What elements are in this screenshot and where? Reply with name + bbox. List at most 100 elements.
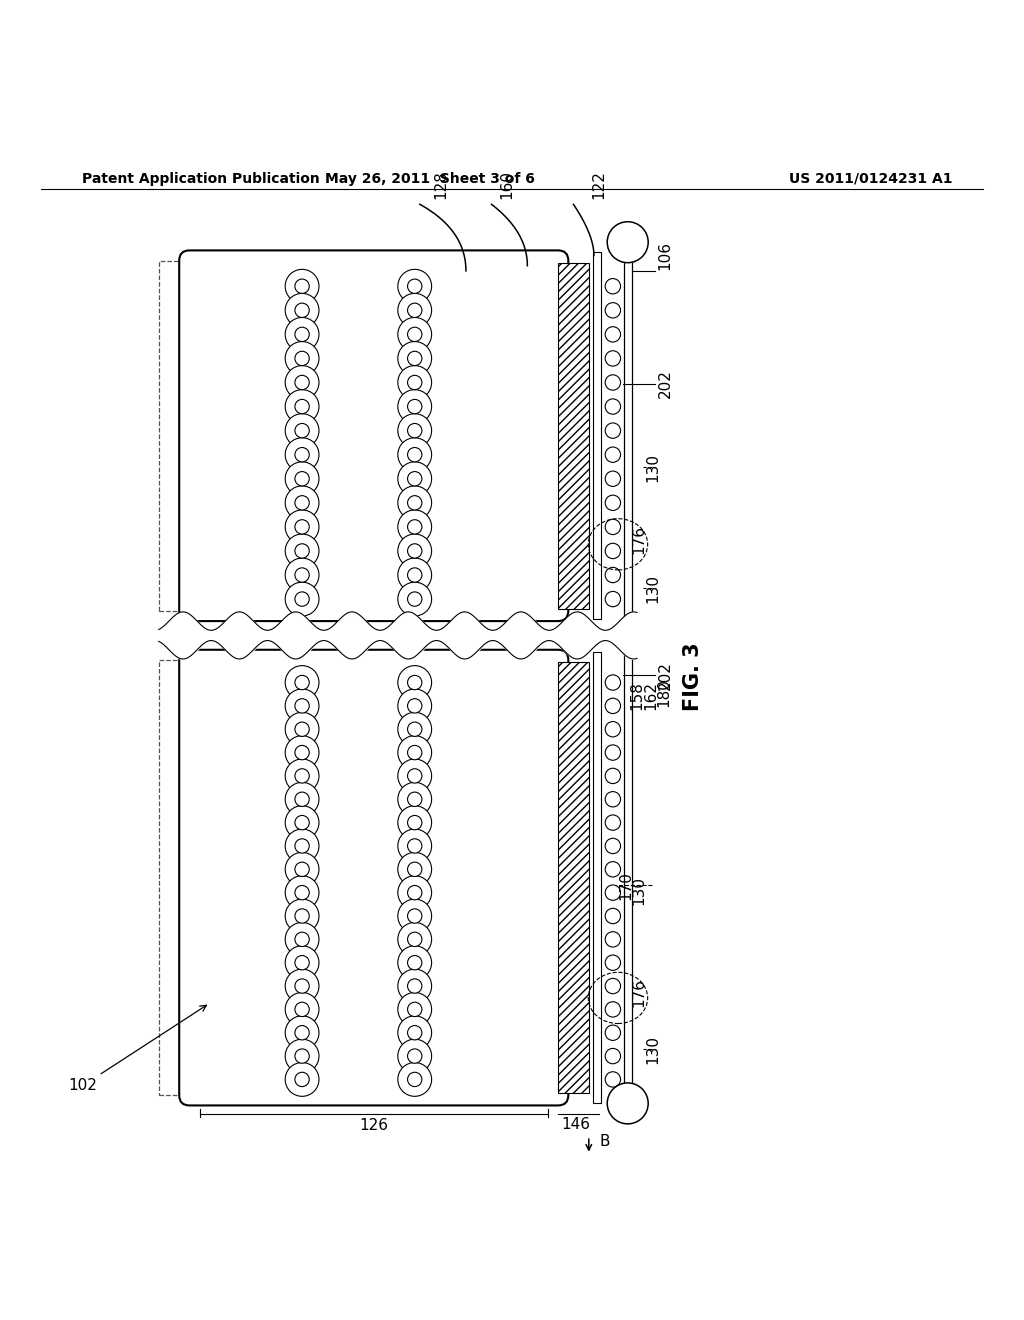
Circle shape bbox=[605, 495, 621, 511]
Circle shape bbox=[605, 1002, 621, 1018]
Text: 102: 102 bbox=[69, 1006, 207, 1093]
Text: Patent Application Publication: Patent Application Publication bbox=[82, 172, 319, 186]
Circle shape bbox=[408, 862, 422, 876]
Circle shape bbox=[285, 366, 319, 400]
Circle shape bbox=[295, 838, 309, 853]
Circle shape bbox=[295, 351, 309, 366]
Circle shape bbox=[295, 375, 309, 389]
Circle shape bbox=[397, 735, 432, 770]
Circle shape bbox=[285, 438, 319, 471]
Text: 130: 130 bbox=[632, 876, 647, 906]
Circle shape bbox=[295, 909, 309, 923]
Circle shape bbox=[605, 1072, 621, 1088]
Circle shape bbox=[605, 768, 621, 784]
Circle shape bbox=[408, 375, 422, 389]
Text: 106: 106 bbox=[657, 242, 673, 271]
Circle shape bbox=[605, 862, 621, 876]
Circle shape bbox=[408, 979, 422, 993]
Circle shape bbox=[408, 1049, 422, 1063]
Circle shape bbox=[397, 829, 432, 863]
Circle shape bbox=[605, 422, 621, 438]
Circle shape bbox=[285, 413, 319, 447]
Circle shape bbox=[295, 279, 309, 293]
Circle shape bbox=[295, 816, 309, 830]
Circle shape bbox=[295, 424, 309, 438]
Circle shape bbox=[285, 665, 319, 700]
Circle shape bbox=[397, 535, 432, 568]
Circle shape bbox=[605, 568, 621, 582]
Circle shape bbox=[285, 389, 319, 424]
Circle shape bbox=[408, 279, 422, 293]
Circle shape bbox=[397, 462, 432, 495]
Circle shape bbox=[397, 510, 432, 544]
Circle shape bbox=[408, 304, 422, 318]
Circle shape bbox=[295, 722, 309, 737]
Circle shape bbox=[397, 486, 432, 520]
Circle shape bbox=[397, 438, 432, 471]
Circle shape bbox=[408, 722, 422, 737]
Text: 162: 162 bbox=[643, 681, 658, 710]
Circle shape bbox=[295, 932, 309, 946]
Circle shape bbox=[408, 838, 422, 853]
Circle shape bbox=[408, 591, 422, 606]
Circle shape bbox=[605, 326, 621, 342]
Circle shape bbox=[408, 956, 422, 970]
Circle shape bbox=[605, 399, 621, 414]
Text: May 26, 2011  Sheet 3 of 6: May 26, 2011 Sheet 3 of 6 bbox=[326, 172, 535, 186]
Bar bbox=[558, 263, 589, 609]
Circle shape bbox=[397, 665, 432, 700]
Circle shape bbox=[408, 520, 422, 535]
Circle shape bbox=[285, 713, 319, 746]
Circle shape bbox=[285, 1016, 319, 1049]
Bar bbox=[593, 252, 601, 619]
Circle shape bbox=[408, 568, 422, 582]
Circle shape bbox=[295, 591, 309, 606]
Text: 128: 128 bbox=[433, 170, 447, 199]
Circle shape bbox=[605, 519, 621, 535]
FancyBboxPatch shape bbox=[179, 251, 568, 622]
Text: 122: 122 bbox=[592, 170, 606, 199]
Text: 202: 202 bbox=[657, 661, 673, 690]
Circle shape bbox=[605, 447, 621, 462]
Circle shape bbox=[408, 676, 422, 689]
Circle shape bbox=[397, 969, 432, 1003]
Circle shape bbox=[605, 375, 621, 391]
Circle shape bbox=[295, 698, 309, 713]
Circle shape bbox=[605, 302, 621, 318]
Circle shape bbox=[295, 544, 309, 558]
Circle shape bbox=[285, 318, 319, 351]
Circle shape bbox=[397, 923, 432, 956]
Circle shape bbox=[295, 471, 309, 486]
Bar bbox=[159, 260, 189, 611]
Circle shape bbox=[408, 544, 422, 558]
Circle shape bbox=[408, 768, 422, 783]
Text: 130: 130 bbox=[645, 574, 660, 603]
Circle shape bbox=[408, 424, 422, 438]
Circle shape bbox=[605, 722, 621, 737]
Circle shape bbox=[285, 759, 319, 793]
Circle shape bbox=[605, 744, 621, 760]
Circle shape bbox=[605, 954, 621, 970]
Bar bbox=[593, 652, 601, 1104]
Circle shape bbox=[285, 829, 319, 863]
Circle shape bbox=[295, 304, 309, 318]
Circle shape bbox=[605, 1048, 621, 1064]
Circle shape bbox=[295, 746, 309, 760]
Circle shape bbox=[408, 746, 422, 760]
Circle shape bbox=[285, 510, 319, 544]
Circle shape bbox=[408, 1002, 422, 1016]
Circle shape bbox=[285, 853, 319, 886]
Circle shape bbox=[285, 293, 319, 327]
Circle shape bbox=[397, 1039, 432, 1073]
Circle shape bbox=[397, 853, 432, 886]
Circle shape bbox=[408, 909, 422, 923]
Circle shape bbox=[397, 946, 432, 979]
Circle shape bbox=[285, 462, 319, 495]
Text: B: B bbox=[599, 1134, 609, 1150]
Circle shape bbox=[295, 1002, 309, 1016]
Text: 180: 180 bbox=[656, 678, 672, 708]
Circle shape bbox=[285, 486, 319, 520]
Circle shape bbox=[295, 792, 309, 807]
Circle shape bbox=[605, 279, 621, 294]
Circle shape bbox=[397, 783, 432, 816]
